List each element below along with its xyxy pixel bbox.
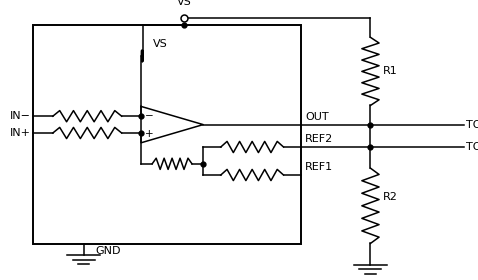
Text: REF2: REF2 [305,134,333,144]
Text: GND: GND [96,246,121,256]
Text: IN−: IN− [10,111,31,121]
Text: VS: VS [177,0,191,7]
Text: REF1: REF1 [305,162,333,172]
Text: TO ADC+: TO ADC+ [466,120,478,130]
Text: TO ADC−: TO ADC− [466,142,478,152]
Text: OUT: OUT [305,112,328,122]
Text: −: − [145,111,153,120]
Text: +: + [145,129,153,139]
Text: R1: R1 [382,66,397,76]
Text: VS: VS [153,39,168,49]
Text: R2: R2 [382,192,397,202]
Text: IN+: IN+ [10,128,31,138]
Bar [33,25,301,244]
